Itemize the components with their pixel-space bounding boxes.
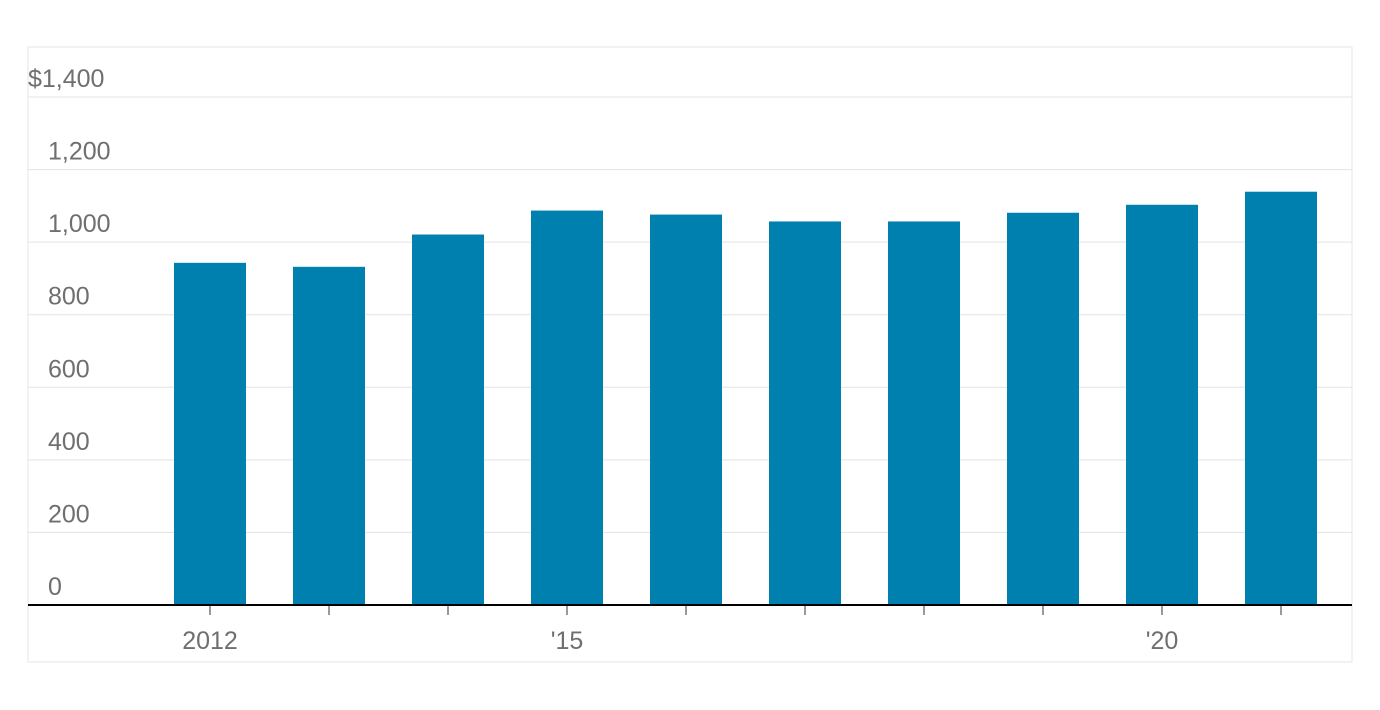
bar xyxy=(293,266,365,605)
y-tick-label: 600 xyxy=(48,355,90,383)
bar xyxy=(531,210,603,605)
chart-frame xyxy=(27,46,1353,663)
y-tick-label: $1,400 xyxy=(28,65,104,93)
bar xyxy=(1007,212,1079,605)
y-tick-label: 1,000 xyxy=(48,210,111,238)
y-tick-label: 800 xyxy=(48,283,90,311)
y-tick-label: 0 xyxy=(48,573,62,601)
y-tick-label: 200 xyxy=(48,500,90,528)
x-tick-label: '15 xyxy=(551,627,584,655)
bar xyxy=(174,262,246,605)
x-tick-label: '20 xyxy=(1146,627,1179,655)
bar xyxy=(888,221,960,605)
bar xyxy=(412,234,484,605)
y-tick-label: 400 xyxy=(48,428,90,456)
bar xyxy=(650,214,722,605)
bar xyxy=(769,221,841,605)
bar xyxy=(1126,204,1198,606)
bar xyxy=(1245,191,1317,605)
y-tick-label: 1,200 xyxy=(48,138,111,166)
x-tick-label: 2012 xyxy=(182,627,238,655)
